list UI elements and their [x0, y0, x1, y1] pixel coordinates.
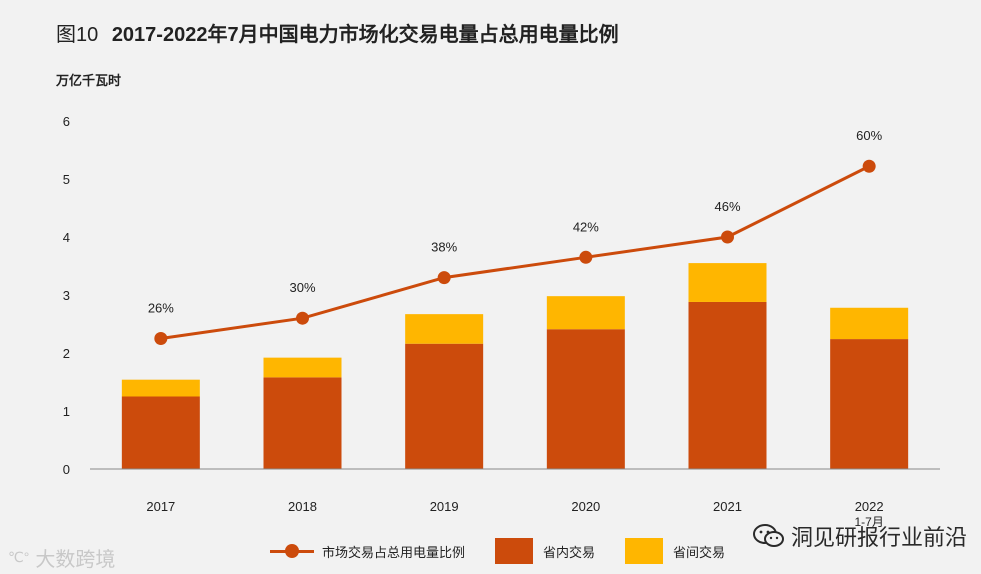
legend-line-marker-icon [270, 541, 314, 561]
x-tick-label: 2017 [146, 499, 175, 514]
legend-item-inter-province: 省间交易 [625, 538, 725, 564]
bar-intra-province [405, 343, 484, 469]
bar-inter-province [263, 357, 342, 378]
ratio-data-label: 46% [714, 199, 740, 214]
legend-swatch-intra-province [495, 538, 534, 564]
bar-intra-province [263, 377, 342, 469]
ratio-point [437, 271, 451, 285]
x-tick-label: 2021 [713, 499, 742, 514]
legend-label-ratio: 市场交易占总用电量比例 [322, 544, 466, 560]
ratio-data-label: 30% [289, 280, 315, 295]
y-tick-label: 1 [63, 404, 70, 419]
ratio-point [296, 311, 309, 325]
y-axis-unit-label: 万亿千瓦时 [56, 73, 122, 88]
bar-inter-province [546, 296, 625, 330]
y-tick-label: 3 [63, 288, 70, 303]
legend: 市场交易占总用电量比例 省内交易 省间交易 [270, 538, 755, 564]
ratio-point [721, 230, 734, 244]
watermark-logo-icon: ℃° [8, 549, 30, 565]
y-tick-label: 6 [63, 114, 70, 129]
figure-title: 2017-2022年7月中国电力市场化交易电量占总用电量比例 [111, 24, 619, 46]
bar-intra-province [688, 301, 767, 469]
ratio-point [862, 159, 876, 173]
wechat-icon [752, 524, 784, 547]
x-tick-label: 2018 [288, 499, 317, 514]
y-tick-label: 2 [63, 346, 70, 361]
legend-item-ratio: 市场交易占总用电量比例 [270, 541, 465, 561]
legend-label-intra-province: 省内交易 [543, 544, 596, 560]
ratio-data-label: 60% [856, 128, 882, 143]
bar-intra-province [121, 396, 200, 469]
ratio-line [160, 164, 870, 340]
legend-label-inter-province: 省间交易 [673, 544, 726, 560]
ratio-data-label: 38% [431, 240, 457, 255]
chart-title: 图10 2017-2022年7月中国电力市场化交易电量占总用电量比例 [56, 18, 619, 47]
watermark-left-text: 大数跨境 [35, 549, 116, 571]
ratio-point [579, 250, 593, 264]
x-tick-label: 2019 [430, 499, 459, 514]
bar-intra-province [830, 339, 909, 469]
ratio-data-label: 42% [573, 219, 599, 234]
ratio-point [154, 332, 168, 345]
watermark-right-text: 洞见研报行业前沿 [790, 525, 967, 550]
x-tick-sublabel: 1-7月 [854, 515, 883, 529]
watermark-right: 洞见研报行业前沿 [752, 520, 967, 552]
watermark-left: ℃° 大数跨境 [8, 543, 115, 572]
figure-label: 图10 [56, 24, 99, 46]
y-tick-label: 0 [63, 462, 70, 477]
x-tick-label: 2020 [571, 499, 600, 514]
y-tick-label: 4 [63, 230, 70, 245]
bar-intra-province [546, 329, 625, 469]
bar-inter-province [405, 314, 484, 344]
legend-swatch-inter-province [625, 538, 664, 564]
bar-inter-province [830, 307, 909, 340]
y-tick-label: 5 [63, 172, 70, 187]
x-tick-label: 2022 [855, 499, 884, 514]
bar-inter-province [688, 263, 767, 302]
bar-inter-province [121, 379, 200, 397]
ratio-data-label: 26% [148, 301, 174, 316]
legend-item-intra-province: 省内交易 [495, 538, 595, 564]
